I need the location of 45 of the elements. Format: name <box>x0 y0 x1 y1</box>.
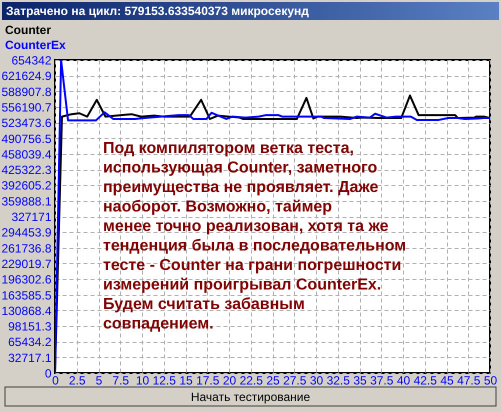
y-tick-label: 130868.4 <box>1 304 52 318</box>
x-tick-label: 42.5 <box>414 374 438 388</box>
y-tick-label: 261736.8 <box>1 241 52 256</box>
x-tick-label: 2.5 <box>68 374 86 388</box>
y-tick-label: 98151.3 <box>8 320 52 334</box>
chart-title: Затрачено на цикл: 579153.633540373 микросекунд <box>6 4 310 18</box>
y-tick-label: 490756.5 <box>1 132 52 146</box>
x-tick-label: 45 <box>440 374 454 388</box>
text: Начать тестирование <box>190 390 310 404</box>
y-tick-label: 392605.2 <box>1 178 52 193</box>
y-tick-label: 196302.6 <box>1 272 52 287</box>
y-tick-label: 229019.7 <box>1 256 52 271</box>
y-tick-label: 621624.9 <box>1 69 52 84</box>
x-tick-label: 17.5 <box>196 374 220 388</box>
x-tick-label: 10 <box>136 374 150 388</box>
x-tick-label: 47.5 <box>457 374 481 388</box>
y-tick-label: 359888.1 <box>1 194 52 208</box>
y-tick-label: 556190.7 <box>1 100 52 114</box>
y-tick-label: 294453.9 <box>1 226 52 240</box>
x-tick-label: 30 <box>310 374 324 388</box>
series-label: CounterEx <box>5 38 66 52</box>
x-tick-label: 7.5 <box>112 374 130 388</box>
x-tick-label: 27.5 <box>283 374 307 388</box>
y-tick-label: 65434.2 <box>8 335 52 350</box>
x-tick-label: 32.5 <box>326 374 350 388</box>
text: Под компилятором ветка теста, использующая Counter, заметного преимущества не проявляет. Даже наоборот. Возможно, таймер менее точно реализован, хотя та же тенденция была в последовательном тесте - Counter на грани погрешности измерений проигрывал CounterEx. Будем считать забавным совпадением. <box>103 140 406 332</box>
y-tick-label: 654342 <box>11 54 52 68</box>
y-tick-label: 458039.4 <box>1 147 52 162</box>
x-tick-label: 22.5 <box>240 374 264 388</box>
y-tick-label: 523473.6 <box>1 116 52 130</box>
x-tick-label: 35 <box>353 374 367 388</box>
x-tick-label: 15 <box>179 374 193 388</box>
x-tick-label: 37.5 <box>370 374 394 388</box>
x-tick-label: 20 <box>222 374 236 388</box>
x-tick-label: 40 <box>396 374 410 388</box>
y-tick-label: 32717.1 <box>8 350 52 365</box>
y-tick-label: 588907.8 <box>1 84 52 99</box>
y-tick-label: 425322.3 <box>1 163 52 178</box>
text: Counter <box>5 23 52 37</box>
x-tick-label: 5 <box>96 374 103 388</box>
y-tick-label: 327171 <box>11 210 52 224</box>
x-tick-label: 25 <box>266 374 280 388</box>
x-tick-label: 50 <box>484 374 498 388</box>
y-tick-label: 163585.5 <box>1 288 52 302</box>
x-tick-label: 12.5 <box>152 374 176 388</box>
